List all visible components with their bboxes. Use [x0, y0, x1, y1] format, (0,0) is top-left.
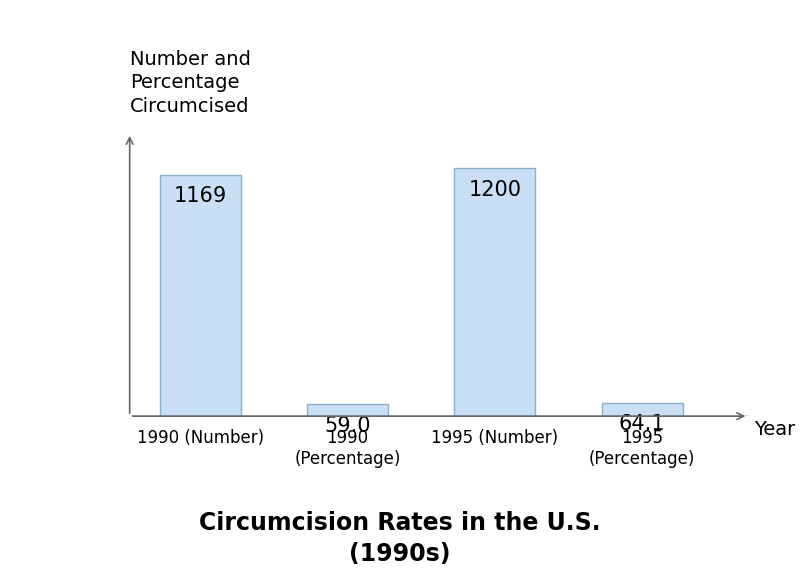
- Bar: [454, 168, 535, 416]
- Bar: [160, 175, 241, 416]
- Text: 1169: 1169: [174, 186, 227, 206]
- Text: Year: Year: [754, 420, 795, 439]
- Text: Circumcision Rates in the U.S.
(1990s): Circumcision Rates in the U.S. (1990s): [199, 511, 601, 566]
- Text: 64.1: 64.1: [619, 414, 666, 435]
- Text: 1200: 1200: [469, 180, 522, 200]
- Bar: [307, 404, 388, 416]
- Bar: [602, 403, 682, 416]
- Text: Number and
Percentage
Circumcised: Number and Percentage Circumcised: [130, 50, 250, 116]
- Text: 59.0: 59.0: [324, 416, 371, 436]
